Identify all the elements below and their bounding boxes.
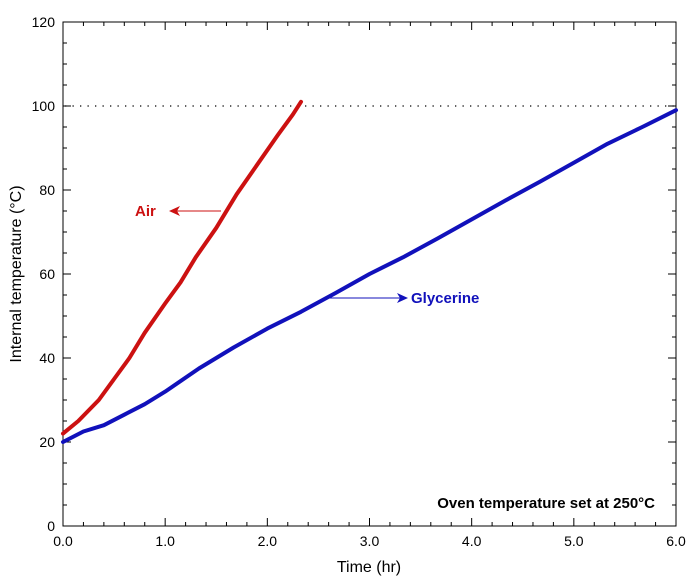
x-tick-labels: 0.0 1.0 2.0 3.0 4.0 5.0 6.0 (53, 533, 686, 549)
x-tick-label: 0.0 (53, 533, 73, 549)
axis-ticks (62, 21, 677, 527)
glycerine-arrow-head (397, 293, 408, 303)
y-tick-label: 40 (39, 350, 55, 366)
x-tick-label: 4.0 (462, 533, 482, 549)
x-axis-title: Time (hr) (337, 559, 401, 576)
series-group (61, 99, 678, 444)
x-tick-label: 6.0 (666, 533, 686, 549)
x-tick-label: 2.0 (258, 533, 278, 549)
y-tick-label: 0 (47, 518, 55, 534)
glycerine-series-line (61, 108, 678, 444)
air-arrow-head (169, 206, 180, 216)
y-tick-label: 80 (39, 182, 55, 198)
y-tick-label: 60 (39, 266, 55, 282)
y-tick-label: 120 (32, 14, 56, 30)
glycerine-series-label: Glycerine (411, 290, 479, 307)
y-tick-labels: 0 20 40 60 80 100 120 (32, 14, 56, 534)
x-tick-label: 3.0 (360, 533, 380, 549)
y-axis-title: Internal temperature (°C) (8, 185, 25, 362)
x-tick-label: 5.0 (564, 533, 584, 549)
oven-temperature-note: Oven temperature set at 250°C (437, 495, 655, 512)
air-series-line (61, 99, 303, 436)
y-tick-label: 100 (32, 98, 56, 114)
y-tick-label: 20 (39, 434, 55, 450)
air-series-label: Air (135, 203, 156, 220)
x-tick-label: 1.0 (155, 533, 175, 549)
